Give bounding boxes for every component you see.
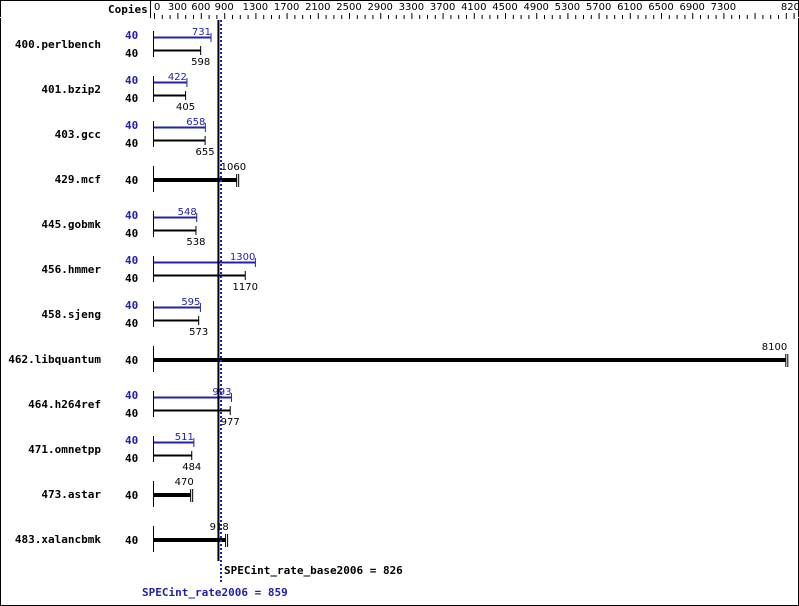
- axis-tick-label: 900: [215, 2, 234, 13]
- copies-peak-label: 40: [125, 254, 138, 267]
- bar-peak-value: 422: [168, 72, 187, 83]
- copies-peak-label: 40: [125, 434, 138, 447]
- copies-base-label: 40: [125, 227, 138, 240]
- peak-metric-label: SPECint_rate2006 = 859: [142, 586, 288, 599]
- bar-base-value: 405: [176, 102, 195, 113]
- bar-single: [154, 178, 237, 182]
- copies-base-label: 40: [125, 317, 138, 330]
- axis-tick-label: 0: [154, 2, 160, 13]
- bar-single: [154, 538, 226, 542]
- bar-peak-value: 595: [181, 297, 200, 308]
- axis-tick-label: 6500: [648, 2, 673, 13]
- copies-base-label: 40: [125, 47, 138, 60]
- copies-peak-label: 40: [125, 299, 138, 312]
- benchmark-label: 456.hmmer: [41, 263, 101, 276]
- bar-base-value: 655: [196, 147, 215, 158]
- copies-label: 40: [125, 354, 138, 367]
- axis-tick-label: 3700: [430, 2, 455, 13]
- copies-base-label: 40: [125, 272, 138, 285]
- benchmark-label: 403.gcc: [55, 128, 101, 141]
- copies-peak-label: 40: [125, 389, 138, 402]
- benchmark-label: 462.libquantum: [8, 353, 101, 366]
- copies-base-label: 40: [125, 407, 138, 420]
- bar-base-value: 977: [221, 417, 240, 428]
- axis-tick-label: 2900: [367, 2, 392, 13]
- benchmark-label: 429.mcf: [55, 173, 101, 186]
- bar-peak-value: 548: [178, 207, 197, 218]
- axis-tick-label: 2500: [336, 2, 361, 13]
- axis-tick-label: 6900: [679, 2, 704, 13]
- axis-tick-label: 7300: [711, 2, 736, 13]
- copies-base-label: 40: [125, 137, 138, 150]
- copies-peak-label: 40: [125, 209, 138, 222]
- axis-tick-label: 5300: [555, 2, 580, 13]
- copies-label: 40: [125, 174, 138, 187]
- bar-base-value: 1170: [233, 282, 258, 293]
- axis-tick-label: 600: [191, 2, 210, 13]
- bar-base-value: 598: [191, 57, 210, 68]
- bar-value-label: 1060: [221, 162, 246, 173]
- axis-tick-label: 300: [168, 2, 187, 13]
- copies-base-label: 40: [125, 92, 138, 105]
- axis-tick-label: 1700: [274, 2, 299, 13]
- benchmark-label: 445.gobmk: [41, 218, 101, 231]
- benchmark-label: 483.xalancbmk: [15, 533, 101, 546]
- axis-tick-label: 4100: [461, 2, 486, 13]
- axis-tick-label: 2100: [305, 2, 330, 13]
- axis-tick-label: 4900: [523, 2, 548, 13]
- bar-base-value: 573: [189, 327, 208, 338]
- bar-peak-value: 511: [175, 432, 194, 443]
- bar-peak-value: 731: [192, 27, 211, 38]
- copies-header: Copies: [108, 3, 148, 16]
- axis-tick-label: 1300: [243, 2, 268, 13]
- bar-peak-value: 658: [186, 117, 205, 128]
- copies-peak-label: 40: [125, 74, 138, 87]
- bar-value-label: 470: [175, 477, 194, 488]
- axis-tick-label: 6100: [617, 2, 642, 13]
- bar-peak-value: 1300: [230, 252, 255, 263]
- axis-tick-label: 3300: [399, 2, 424, 13]
- benchmark-label: 400.perlbench: [15, 38, 101, 51]
- bar-single: [154, 358, 786, 362]
- base-metric-label: SPECint_rate_base2006 = 826: [224, 564, 403, 577]
- copies-peak-label: 40: [125, 119, 138, 132]
- copies-label: 40: [125, 534, 138, 547]
- copies-peak-label: 40: [125, 29, 138, 42]
- axis-tick-label: 4500: [492, 2, 517, 13]
- axis-tick-label: 5700: [586, 2, 611, 13]
- bar-single: [154, 493, 191, 497]
- benchmark-label: 473.astar: [41, 488, 101, 501]
- bar-base-value: 484: [182, 462, 201, 473]
- benchmark-label: 401.bzip2: [41, 83, 101, 96]
- copies-base-label: 40: [125, 452, 138, 465]
- bar-value-label: 8100: [762, 342, 787, 353]
- benchmark-label: 471.omnetpp: [28, 443, 101, 456]
- axis-tick-label: 8200: [781, 2, 799, 13]
- benchmark-label: 458.sjeng: [41, 308, 101, 321]
- bar-base-value: 538: [186, 237, 205, 248]
- benchmark-label: 464.h264ref: [28, 398, 101, 411]
- copies-label: 40: [125, 489, 138, 502]
